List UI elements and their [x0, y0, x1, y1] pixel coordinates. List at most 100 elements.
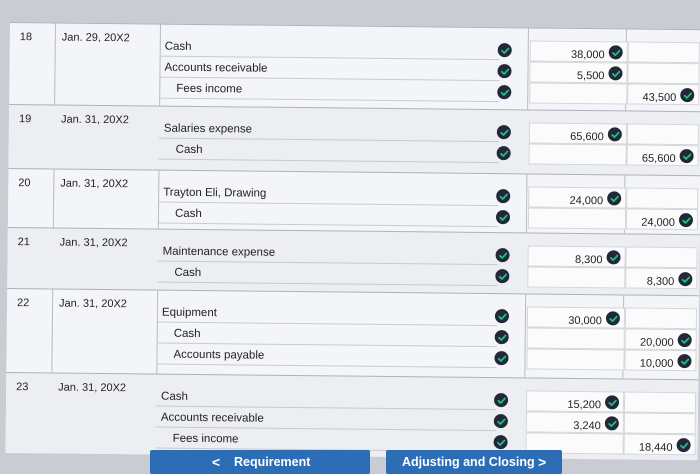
credit-input[interactable]: 43,500 — [627, 83, 700, 106]
account-select[interactable]: Cash — [174, 207, 202, 221]
credit-input[interactable]: 20,000 — [624, 328, 697, 351]
entry-line: Cash 38,000 — [10, 35, 700, 64]
check-icon — [607, 399, 617, 406]
credit-check-icon — [677, 333, 692, 348]
check-icon — [611, 49, 620, 56]
row-check-icon — [495, 248, 510, 263]
row-check-icon — [496, 125, 511, 140]
credit-check-icon — [676, 438, 691, 453]
check-icon — [607, 420, 616, 427]
credit-input[interactable] — [624, 307, 698, 330]
credit-input[interactable]: 10,000 — [624, 349, 697, 372]
journal-entry: 19 Jan. 31, 20X2 Salaries expense 65,600 Cas… — [8, 103, 700, 177]
check-icon — [683, 92, 692, 99]
credit-input[interactable] — [627, 62, 700, 85]
journal-entries: 18 Jan. 29, 20X2 Cash 38,000 Accounts receiv… — [5, 22, 700, 461]
row-divider — [158, 158, 499, 164]
row-check-icon — [493, 435, 508, 450]
entry-line: Accounts receivable 5,500 — [9, 56, 700, 85]
credit-check-icon — [678, 272, 693, 287]
entry-line: Cash 24,000 — [8, 202, 700, 231]
adjusting-and-closing-button-label: Adjusting and Closing — [402, 455, 535, 469]
entry-line: Cash 8,300 — [7, 261, 699, 290]
row-divider — [159, 97, 500, 103]
account-select[interactable]: Accounts receivable — [164, 61, 268, 75]
debit-input[interactable] — [527, 266, 626, 289]
credit-amount: 43,500 — [642, 91, 677, 104]
account-select[interactable]: Cash — [174, 266, 202, 280]
debit-input[interactable]: 3,240 — [525, 411, 624, 434]
navigation-bar: < Requirement Adjusting and Closing > — [0, 447, 700, 474]
row-check-icon — [495, 269, 510, 284]
account-select[interactable]: Salaries expense — [163, 122, 253, 136]
account-select[interactable]: Fees income — [176, 82, 243, 96]
debit-input[interactable]: 38,000 — [529, 40, 628, 63]
row-divider — [156, 363, 497, 369]
requirement-button[interactable]: < Requirement — [150, 450, 370, 474]
entry-line: Cash 15,200 — [6, 385, 698, 414]
debit-input[interactable]: 65,600 — [528, 122, 627, 145]
row-check-icon — [496, 146, 511, 161]
journal-entry: 22 Jan. 31, 20X2 Equipment 30,000 Cash 20,000… — [6, 287, 700, 381]
debit-input[interactable] — [528, 143, 627, 166]
check-icon — [500, 47, 509, 54]
debit-input[interactable]: 8,300 — [527, 245, 626, 268]
entry-line: Fees income 18,440 — [6, 427, 698, 456]
credit-amount: 8,300 — [646, 275, 675, 288]
account-select[interactable]: Cash — [173, 327, 201, 341]
debit-check-icon — [607, 127, 622, 142]
adjusting-and-closing-button[interactable]: Adjusting and Closing > — [386, 450, 562, 474]
credit-input[interactable] — [626, 123, 699, 146]
account-select[interactable]: Equipment — [161, 306, 218, 320]
credit-input[interactable] — [625, 246, 698, 269]
check-icon — [499, 150, 508, 157]
account-select[interactable]: Cash — [161, 390, 189, 403]
chevron-right-icon: > — [538, 454, 547, 470]
row-check-icon — [493, 393, 509, 408]
credit-input[interactable]: 65,600 — [626, 144, 699, 167]
credit-input[interactable] — [626, 187, 699, 210]
row-check-icon — [497, 85, 512, 100]
check-icon — [498, 273, 507, 280]
account-select[interactable]: Trayton Eli, Drawing — [163, 186, 267, 200]
check-icon — [497, 397, 506, 404]
row-check-icon — [497, 43, 512, 58]
credit-input[interactable] — [627, 41, 700, 64]
credit-input[interactable]: 8,300 — [625, 267, 698, 290]
credit-check-icon — [678, 213, 694, 228]
debit-input[interactable] — [526, 348, 625, 371]
debit-check-icon — [608, 66, 623, 81]
debit-input[interactable]: 24,000 — [528, 186, 627, 209]
journal-entry: 18 Jan. 29, 20X2 Cash 38,000 Accounts receiv… — [9, 22, 700, 113]
account-select[interactable]: Accounts payable — [173, 348, 265, 362]
debit-input[interactable] — [526, 327, 625, 350]
check-icon — [498, 252, 507, 259]
account-select[interactable]: Accounts receivable — [160, 411, 264, 425]
debit-input[interactable]: 30,000 — [526, 306, 626, 329]
entry-line: Maintenance expense 8,300 — [8, 240, 700, 269]
debit-check-icon — [604, 416, 619, 431]
credit-input[interactable]: 24,000 — [625, 208, 699, 231]
row-check-icon — [494, 330, 509, 345]
entry-line: Accounts receivable 3,240 — [6, 406, 698, 435]
debit-check-icon — [607, 191, 622, 206]
account-select[interactable]: Maintenance expense — [162, 245, 276, 259]
debit-input[interactable] — [529, 82, 628, 105]
credit-input[interactable] — [623, 412, 696, 435]
debit-check-icon — [605, 311, 621, 326]
row-check-icon — [495, 210, 511, 225]
check-icon — [680, 337, 689, 344]
check-icon — [496, 439, 505, 446]
credit-check-icon — [680, 88, 695, 103]
debit-input[interactable]: 15,200 — [525, 390, 625, 413]
credit-input[interactable] — [623, 391, 697, 414]
debit-input[interactable]: 5,500 — [529, 61, 628, 84]
account-select[interactable]: Cash — [164, 40, 192, 53]
check-icon — [608, 315, 618, 322]
account-select[interactable]: Cash — [175, 143, 203, 157]
credit-amount: 10,000 — [639, 357, 674, 370]
credit-input[interactable]: 18,440 — [623, 433, 696, 456]
credit-amount: 65,600 — [641, 152, 676, 165]
row-check-icon — [497, 64, 512, 79]
debit-input[interactable] — [527, 207, 627, 230]
